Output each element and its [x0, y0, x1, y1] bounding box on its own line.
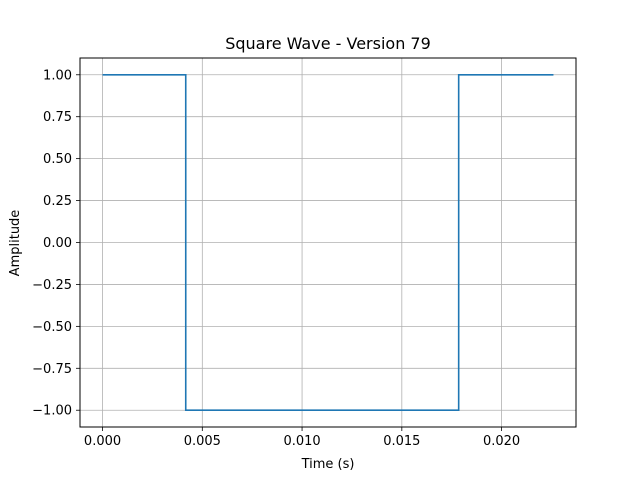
square-wave-line	[102, 73, 554, 412]
x-tick-label: 0.015	[383, 434, 420, 449]
x-tick-label: 0.000	[84, 434, 121, 449]
y-tick-label: 0.50	[43, 152, 72, 167]
y-tick-label: −0.75	[32, 362, 72, 377]
grid-lines	[80, 58, 576, 427]
x-tick-label: 0.005	[184, 434, 221, 449]
series-layer	[102, 73, 554, 412]
y-tick-label: −0.25	[32, 278, 72, 293]
y-tick-label: 0.75	[43, 110, 72, 125]
y-tick-label: −0.50	[32, 320, 72, 335]
y-axis-label: Amplitude	[8, 210, 23, 277]
chart-title: Square Wave - Version 79	[225, 34, 431, 53]
x-axis-ticks: 0.000 0.005 0.010 0.015 0.020	[84, 427, 520, 449]
y-tick-label: 0.00	[43, 236, 72, 251]
x-tick-label: 0.020	[483, 434, 520, 449]
x-axis-label: Time (s)	[301, 457, 355, 472]
x-tick-label: 0.010	[283, 434, 320, 449]
y-tick-label: −1.00	[32, 404, 72, 419]
y-tick-label: 1.00	[43, 68, 72, 83]
y-axis-ticks: 1.00 0.75 0.50 0.25 0.00 −0.25 −0.50 −0.75 −1.00	[32, 68, 80, 419]
y-tick-label: 0.25	[43, 194, 72, 209]
